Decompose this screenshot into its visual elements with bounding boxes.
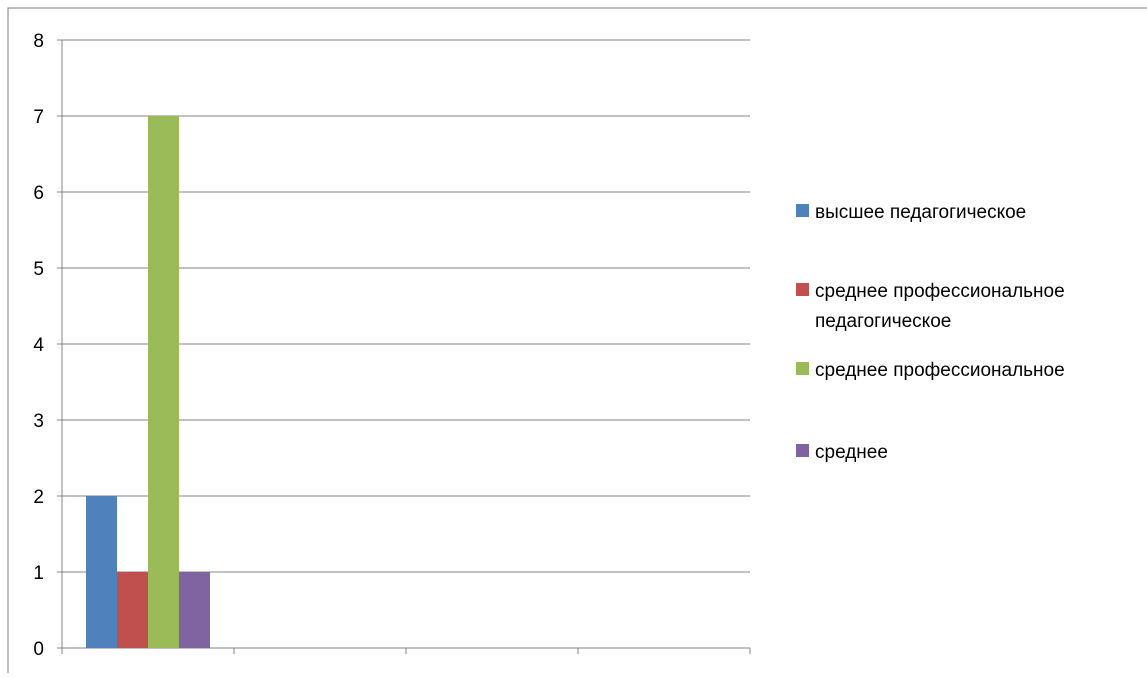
y-tick-label: 3 <box>33 411 44 432</box>
bar <box>179 572 210 648</box>
legend-label: педагогическое <box>815 311 951 332</box>
y-tick-label: 2 <box>33 487 44 508</box>
y-tick-label: 5 <box>33 259 44 280</box>
bar <box>117 572 148 648</box>
chart-border <box>7 7 1147 678</box>
legend-swatch <box>796 204 809 217</box>
bar <box>148 116 179 648</box>
y-tick-label: 1 <box>33 563 44 584</box>
legend-swatch <box>796 362 809 375</box>
y-tick-label: 7 <box>33 107 44 128</box>
y-tick-label: 6 <box>33 183 44 204</box>
legend-swatch <box>796 444 809 457</box>
y-tick-label: 0 <box>33 639 44 660</box>
legend-swatch <box>796 283 809 296</box>
legend-label: среднее профессиональное <box>815 281 1065 302</box>
legend-label: среднее профессиональное <box>815 360 1065 381</box>
legend-label: высшее педагогическое <box>815 202 1026 223</box>
gridlines <box>62 39 750 573</box>
bars <box>86 116 210 648</box>
y-tick-labels: 0 1 2 3 4 5 6 7 8 <box>33 31 44 660</box>
legend-label: среднее <box>815 442 888 463</box>
legend: высшее педагогическое среднее профессиона… <box>796 202 1065 463</box>
bar <box>86 496 117 648</box>
y-tick-label: 8 <box>33 31 44 52</box>
y-tick-label: 4 <box>33 335 44 356</box>
